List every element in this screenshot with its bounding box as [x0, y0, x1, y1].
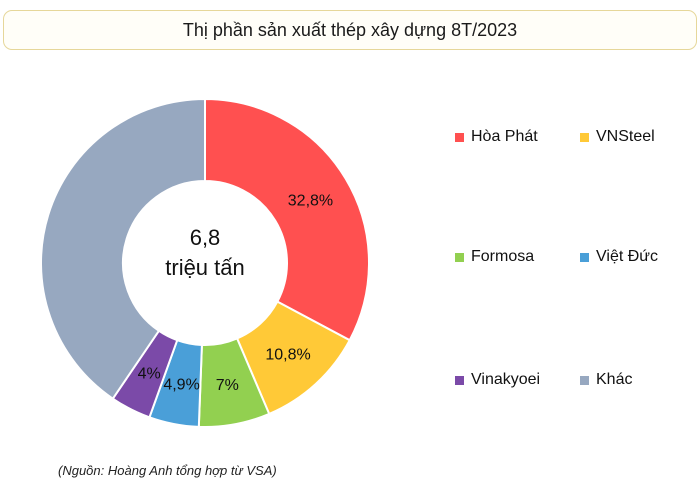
- slice-khác: [40, 97, 206, 401]
- slice-value-label: 32,8%: [288, 193, 333, 210]
- legend-swatch: [455, 252, 464, 262]
- legend-swatch: [580, 132, 589, 142]
- legend-item: Hòa Phát: [455, 128, 538, 146]
- slice-value-label: 10,8%: [265, 347, 310, 364]
- center-total-unit: triệu tấn: [165, 255, 245, 280]
- source-note: (Nguồn: Hoàng Anh tổng hợp từ VSA): [58, 463, 277, 478]
- legend-label: Khác: [596, 371, 633, 388]
- legend-item: Khác: [580, 371, 632, 389]
- legend-item: Vinakyoei: [455, 371, 540, 389]
- center-total-value: 6,8: [190, 225, 221, 250]
- legend-label: VNSteel: [596, 128, 655, 145]
- slice-value-label: 4%: [138, 366, 161, 383]
- legend-item: VNSteel: [580, 128, 655, 146]
- legend-swatch: [580, 375, 589, 385]
- slice-hòa-phát: [204, 97, 370, 342]
- legend-swatch: [455, 375, 464, 385]
- legend-label: Hòa Phát: [471, 128, 538, 145]
- legend: Hòa Phát VNSteel Formosa Việt Đức Vinakyoei K…: [455, 128, 695, 400]
- legend-item: Việt Đức: [580, 248, 658, 266]
- legend-swatch: [455, 132, 464, 142]
- slice-value-label: 4,9%: [163, 377, 199, 394]
- legend-item: Formosa: [455, 248, 534, 266]
- slice-value-label: 7%: [216, 377, 239, 394]
- legend-label: Formosa: [471, 248, 535, 265]
- legend-label: Vinakyoei: [471, 371, 541, 388]
- chart-title: Thị phần sản xuất thép xây dựng 8T/2023: [3, 10, 697, 50]
- legend-swatch: [580, 252, 589, 262]
- legend-label: Việt Đức: [596, 248, 658, 265]
